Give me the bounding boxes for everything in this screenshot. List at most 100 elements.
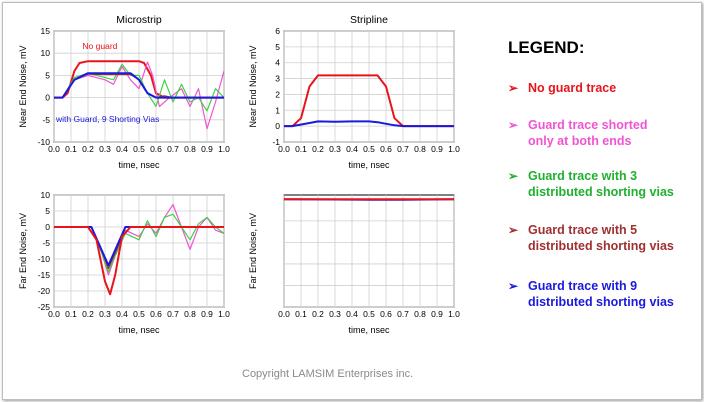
x-tick-label: 0.9: [201, 144, 213, 154]
legend-label: Guard trace with 9 distributed shorting …: [528, 279, 674, 309]
x-tick-label: 0.9: [201, 309, 213, 319]
arrow-bullet-icon: ➢: [508, 223, 519, 237]
chart-panel-1: 0.0 0.1 0.2 0.3 0.4 0.5 0.6 0.7 0.8 0.9 1.0 -1 0 1 2 3 4…: [248, 14, 460, 170]
y-tick-label: 0: [45, 222, 50, 232]
annotation-no-guard: No guard: [82, 41, 117, 51]
y-tick-label: 6: [275, 26, 280, 36]
series-line-noguard: [54, 60, 224, 99]
legend-item-no-guard: ➢ No guard trace: [508, 80, 698, 96]
y-tick-label: -10: [38, 254, 51, 264]
legend-item-3-vias: ➢ Guard trace with 3 distributed shortin…: [508, 168, 698, 200]
series-line-noguard: [284, 74, 454, 128]
x-tick-label: 0.2: [82, 144, 94, 154]
x-tick-label: 1.0: [218, 309, 230, 319]
x-tick-label: 0.8: [414, 309, 426, 319]
y-tick-label: -10: [38, 137, 51, 147]
x-tick-label: 0.4: [116, 309, 128, 319]
arrow-bullet-icon: ➢: [508, 169, 519, 183]
chart-panel-2: 0.0 0.1 0.2 0.3 0.4 0.5 0.6 0.7 0.8 0.9 1.0 -25 -20 -…: [18, 190, 230, 335]
series-line-vias3: [54, 213, 224, 273]
series-line-vias9: [284, 120, 454, 128]
x-tick-label: 0.8: [184, 144, 196, 154]
legend-item-5-vias: ➢ Guard trace with 5 distributed shortin…: [508, 222, 698, 254]
chart-title: Microstrip: [116, 14, 162, 26]
y-axis-label: Near End Noise, mV: [18, 45, 28, 127]
x-tick-label: 0.4: [116, 144, 128, 154]
x-tick-label: 0.6: [150, 144, 162, 154]
x-tick-label: 1.0: [448, 144, 460, 154]
x-tick-label: 0.7: [397, 309, 409, 319]
arrow-bullet-icon: ➢: [508, 279, 519, 293]
legend-item-9-vias: ➢ Guard trace with 9 distributed shortin…: [508, 278, 698, 310]
chart-panel-0: 0.0 0.1 0.2 0.3 0.4 0.5 0.6 0.7 0.8 0.9 1.0 -10 -5 0 5…: [18, 14, 230, 170]
x-tick-label: 1.0: [218, 144, 230, 154]
legend-label: Guard trace with 5 distributed shorting …: [528, 223, 674, 253]
y-tick-label: -1: [272, 137, 280, 147]
x-tick-label: 0.9: [431, 309, 443, 319]
x-axis-label: time, nsec: [348, 160, 390, 170]
legend-item-shorted-ends: ➢ Guard trace shorted only at both ends: [508, 117, 698, 149]
y-tick-label: 2: [275, 89, 280, 99]
x-tick-label: 0.7: [167, 309, 179, 319]
series-line-vias9: [54, 72, 224, 99]
x-tick-label: 0.3: [329, 144, 341, 154]
y-tick-label: 1: [275, 105, 280, 115]
y-tick-label: 0: [275, 121, 280, 131]
x-tick-label: 0.0: [278, 144, 290, 154]
series-line-ends: [54, 204, 224, 276]
x-tick-label: 0.2: [82, 309, 94, 319]
y-tick-label: 5: [275, 42, 280, 52]
y-tick-label: -5: [42, 115, 50, 125]
y-tick-label: 4: [275, 58, 280, 68]
arrow-bullet-icon: ➢: [508, 118, 519, 132]
x-tick-label: 0.5: [363, 144, 375, 154]
x-tick-label: 0.0: [48, 309, 60, 319]
y-axis-label: Near End Noise, mV: [248, 45, 258, 127]
x-tick-label: 0.1: [65, 309, 77, 319]
x-tick-label: 0.6: [380, 144, 392, 154]
y-tick-label: 5: [45, 206, 50, 216]
x-tick-label: 0.9: [431, 144, 443, 154]
x-tick-label: 0.2: [312, 309, 324, 319]
x-tick-label: 0.0: [278, 309, 290, 319]
series-line-noguard: [54, 226, 224, 296]
y-tick-label: 10: [41, 190, 51, 200]
x-tick-label: 0.6: [380, 309, 392, 319]
chart-panel-3: 0.0 0.1 0.2 0.3 0.4 0.5 0.6 0.7 0.8 0.9 1.0 time, n…: [248, 194, 460, 335]
y-tick-label: -20: [38, 286, 51, 296]
legend-label: Guard trace shorted only at both ends: [528, 118, 648, 148]
y-tick-label: 15: [41, 26, 51, 36]
legend-panel: LEGEND: ➢ No guard trace ➢ Guard trace s…: [498, 0, 704, 402]
x-tick-label: 0.6: [150, 309, 162, 319]
x-tick-label: 0.5: [133, 144, 145, 154]
x-tick-label: 0.4: [346, 309, 358, 319]
x-axis-label: time, nsec: [118, 325, 160, 335]
x-tick-label: 0.1: [295, 309, 307, 319]
x-tick-label: 0.1: [65, 144, 77, 154]
legend-title: LEGEND:: [508, 38, 585, 57]
x-tick-label: 1.0: [448, 309, 460, 319]
y-tick-label: 5: [45, 70, 50, 80]
chart-title: Stripline: [350, 14, 388, 26]
x-tick-label: 0.4: [346, 144, 358, 154]
legend-label: No guard trace: [528, 81, 617, 95]
x-axis-label: time, nsec: [118, 160, 160, 170]
x-tick-label: 0.5: [363, 309, 375, 319]
x-tick-label: 0.0: [48, 144, 60, 154]
y-axis-label: Far End Noise, mV: [248, 213, 258, 289]
x-tick-label: 0.8: [184, 309, 196, 319]
y-tick-label: 0: [45, 93, 50, 103]
copyright-text: Copyright LAMSIM Enterprises inc.: [242, 368, 414, 380]
annotation-9-vias: with Guard, 9 Shorting Vias: [55, 114, 159, 124]
x-axis-label: time, nsec: [348, 325, 390, 335]
y-tick-label: 3: [275, 74, 280, 84]
legend-label: Guard trace with 3 distributed shorting …: [528, 169, 674, 199]
x-tick-label: 0.3: [99, 309, 111, 319]
x-tick-label: 0.3: [99, 144, 111, 154]
arrow-bullet-icon: ➢: [508, 81, 519, 95]
x-tick-label: 0.7: [167, 144, 179, 154]
y-tick-label: -25: [38, 302, 51, 312]
x-tick-label: 0.2: [312, 144, 324, 154]
y-axis-label: Far End Noise, mV: [18, 213, 28, 289]
